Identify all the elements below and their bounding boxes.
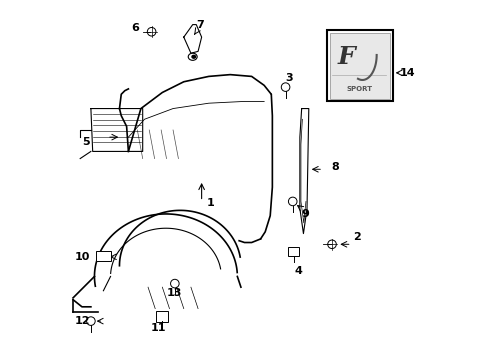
FancyBboxPatch shape (95, 251, 111, 261)
Ellipse shape (192, 55, 195, 58)
Text: 8: 8 (331, 162, 339, 172)
Text: 9: 9 (301, 209, 308, 219)
FancyBboxPatch shape (329, 33, 389, 99)
Text: 10: 10 (74, 252, 89, 262)
FancyBboxPatch shape (326, 30, 392, 102)
Text: 4: 4 (294, 266, 302, 276)
Text: 13: 13 (167, 288, 182, 297)
FancyBboxPatch shape (156, 311, 168, 322)
Text: 6: 6 (131, 23, 139, 33)
Text: SPORT: SPORT (346, 86, 372, 92)
Text: 7: 7 (196, 19, 203, 30)
Text: 12: 12 (74, 316, 89, 326)
Text: 5: 5 (81, 138, 89, 148)
Text: 14: 14 (398, 68, 414, 78)
Text: F: F (337, 45, 354, 69)
Text: 1: 1 (206, 198, 214, 208)
Text: 11: 11 (151, 323, 166, 333)
Text: 2: 2 (352, 232, 360, 242)
FancyBboxPatch shape (288, 247, 298, 256)
Text: 3: 3 (285, 73, 292, 83)
